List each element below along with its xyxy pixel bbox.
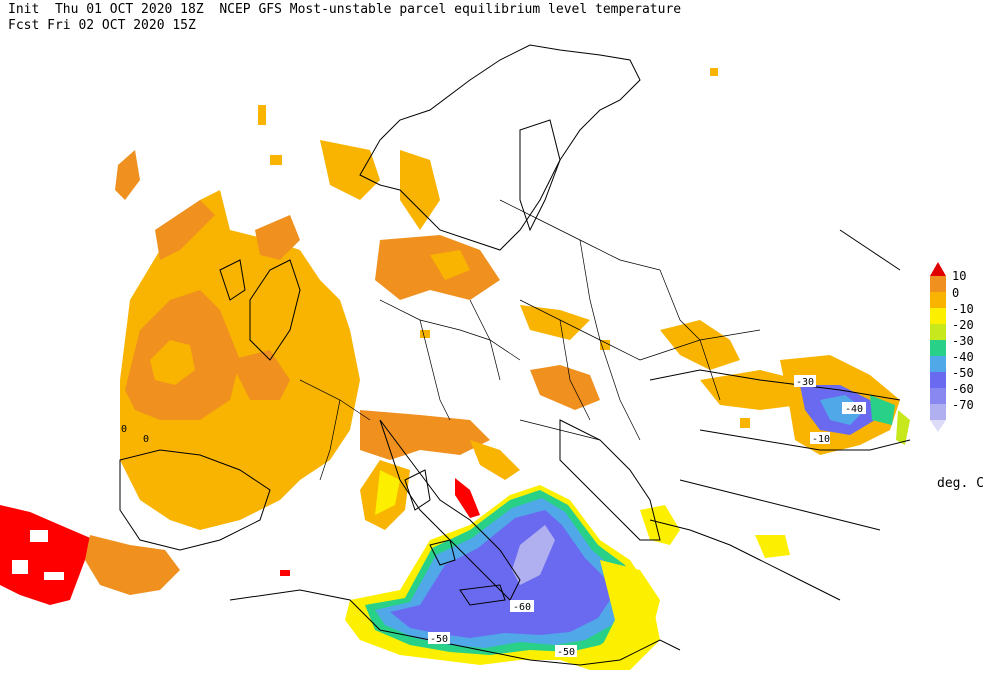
field-north-europe — [255, 140, 590, 340]
colorbar-label: -10 — [952, 302, 974, 316]
colorbar-bottom-arrow — [930, 420, 946, 432]
colorbar-swatch — [930, 388, 946, 404]
country-borders — [299, 199, 761, 481]
colorbar-label: -50 — [952, 366, 974, 380]
field-mediterranean — [345, 485, 790, 670]
colorbar-label: -30 — [952, 334, 974, 348]
field-red-southwest — [0, 505, 180, 605]
forecast-time: Fcst Fri 02 OCT 2020 15Z — [8, 18, 196, 33]
colorbar-swatch — [930, 372, 946, 388]
contour-labels: -60 -50 -50 -40 -30 -10 0 0 — [121, 375, 866, 658]
colorbar-label: -40 — [952, 350, 974, 364]
colorbar-swatch — [930, 340, 946, 356]
chart-title: Init Thu 01 OCT 2020 18Z NCEP GFS Most-u… — [8, 2, 682, 17]
contour-label: -30 — [796, 377, 814, 388]
field-east — [530, 320, 910, 455]
colorbar — [930, 262, 946, 432]
colorbar-label: -20 — [952, 318, 974, 332]
colorbar-swatch — [930, 276, 946, 292]
colorbar-swatch — [930, 356, 946, 372]
colorbar-swatch — [930, 324, 946, 340]
colorbar-label: 10 — [952, 269, 967, 283]
field-alps — [360, 410, 520, 530]
colorbar-label: 0 — [952, 286, 960, 300]
contour-label: -10 — [812, 434, 830, 445]
contour-label: -60 — [513, 602, 531, 613]
colorbar-swatch — [930, 404, 946, 420]
colorbar-label: -60 — [952, 382, 974, 396]
contour-label: -40 — [845, 404, 863, 415]
contour-label: -50 — [430, 634, 448, 645]
contour-label: 0 — [143, 434, 149, 445]
field-speckles — [258, 68, 750, 576]
colorbar-label: -70 — [952, 398, 974, 412]
contour-label: -50 — [557, 647, 575, 658]
contour-label: 0 — [121, 424, 127, 435]
colorbar-swatch — [930, 308, 946, 324]
colorbar-units: deg. C — [937, 476, 984, 491]
field-atlantic — [115, 150, 360, 530]
colorbar-swatch — [930, 292, 946, 308]
colorbar-top-arrow — [930, 262, 946, 276]
